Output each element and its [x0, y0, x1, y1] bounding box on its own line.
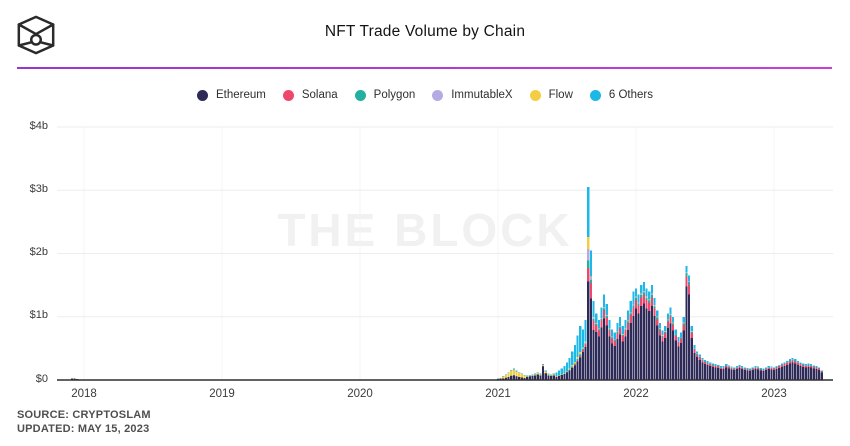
- legend-item-flow[interactable]: Flow: [529, 89, 573, 101]
- legend-item-ethereum[interactable]: Ethereum: [197, 89, 266, 101]
- chart-footer: SOURCE: CRYPTOSLAM UPDATED: MAY 15, 2023: [17, 408, 151, 436]
- immutablex-color-dot: [432, 89, 444, 101]
- legend-item-immutablex[interactable]: ImmutableX: [432, 89, 513, 101]
- page-title: NFT Trade Volume by Chain: [324, 23, 526, 40]
- x-tick-label: 2020: [347, 388, 373, 400]
- legend-label: Flow: [548, 89, 573, 101]
- x-tick-label: 2022: [623, 388, 649, 400]
- legend-label: ImmutableX: [451, 89, 513, 101]
- y-tick-label: $1b: [29, 309, 48, 321]
- accent-divider: [17, 67, 832, 69]
- updated-text: UPDATED: MAY 15, 2023: [17, 423, 150, 435]
- chart-legend: Ethereum Solana Polygon ImmutableX Flow …: [0, 89, 850, 101]
- x-tick-label: 2023: [761, 388, 787, 400]
- legend-label: Solana: [301, 89, 338, 101]
- legend-item-solana[interactable]: Solana: [282, 89, 338, 101]
- legend-item-6-others[interactable]: 6 Others: [589, 89, 653, 101]
- the-block-watermark: THE BLOCK: [277, 204, 573, 256]
- the-block-logo-icon[interactable]: [15, 12, 57, 58]
- others-color-dot: [589, 89, 601, 101]
- source-text: SOURCE: CRYPTOSLAM: [17, 409, 151, 421]
- x-tick-label: 2019: [209, 388, 235, 400]
- legend-label: Ethereum: [216, 89, 266, 101]
- flow-color-dot: [529, 89, 541, 101]
- x-tick-label: 2021: [485, 388, 511, 400]
- legend-label: Polygon: [373, 89, 416, 101]
- polygon-color-dot: [354, 89, 366, 101]
- legend-label: 6 Others: [608, 89, 653, 101]
- y-tick-label: $3b: [29, 183, 48, 195]
- ethereum-color-dot: [197, 89, 208, 101]
- y-tick-label: $0: [35, 373, 48, 385]
- y-tick-label: $4b: [29, 120, 48, 132]
- x-tick-label: 2018: [71, 388, 97, 400]
- solana-color-dot: [282, 89, 294, 101]
- legend-item-polygon[interactable]: Polygon: [354, 89, 416, 101]
- y-tick-label: $2b: [29, 246, 48, 258]
